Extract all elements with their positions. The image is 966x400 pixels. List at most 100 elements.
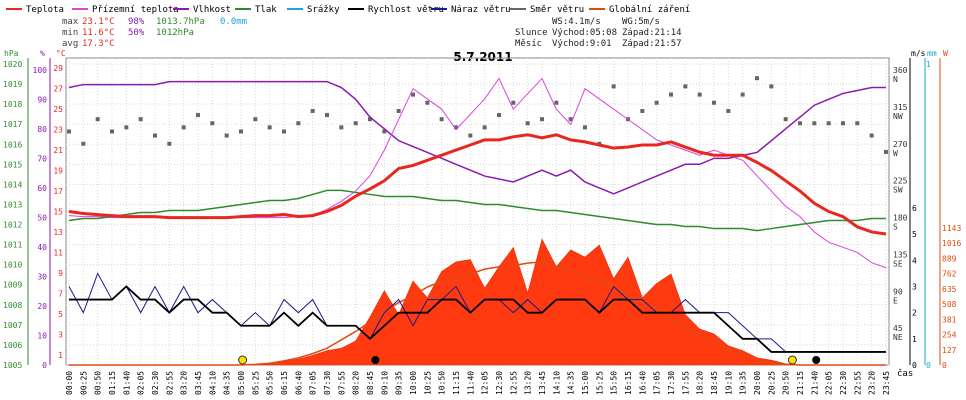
x-tick-label: 22:55 [853, 371, 862, 395]
wind-direction-point [726, 108, 731, 113]
wind-direction-point [396, 108, 401, 113]
x-tick-label: 17:55 [681, 371, 690, 395]
direction-name-label: SE [893, 259, 903, 268]
wind-direction-point [95, 117, 100, 122]
percent-tick-label: 50 [37, 213, 47, 222]
pressure-line [68, 189, 886, 232]
hpa-tick-label: 1014 [3, 180, 22, 189]
wind-direction-point [798, 121, 802, 126]
x-tick-label: 23:45 [882, 371, 891, 395]
watt-tick-label: 381 [942, 315, 957, 324]
axes: 00:00 00:25 00:50 01:15 01:40 02:05 02:30 02:55… [3, 49, 961, 395]
ms-tick-label: 3 [912, 283, 917, 292]
stats-block: max 23.1°C 98% 1013.7hPa 0.0mm min 11.6°… [62, 17, 247, 49]
wind-speed-avg: WS:4.1m/s [552, 17, 601, 27]
wind-direction-point [869, 133, 874, 138]
wind-direction-point [654, 100, 659, 105]
percent-tick-label: 80 [37, 125, 47, 134]
direction-name-label: E [893, 296, 898, 305]
moon-marker [812, 356, 821, 364]
wind-direction-point [611, 84, 616, 89]
hpa-tick-label: 1007 [3, 321, 22, 330]
humidity-line [68, 80, 886, 195]
watt-tick-label: 1143 [942, 224, 961, 233]
stats-max-press: 1013.7hPa [156, 17, 205, 27]
x-tick-label: 12:05 [481, 371, 490, 395]
stats-min-press: 1012hPa [156, 28, 194, 38]
x-tick-label: 08:20 [352, 371, 361, 395]
x-tick-label: 21:40 [810, 371, 819, 395]
direction-name-label: S [893, 223, 898, 232]
x-tick-label: 03:45 [194, 371, 203, 395]
moon-set: Západ:21:57 [622, 39, 682, 49]
x-tick-label: 12:55 [509, 371, 518, 395]
x-tick-label: 14:10 [552, 371, 561, 395]
wind-direction-point [325, 113, 329, 118]
legend-label: Globální záření [609, 5, 690, 15]
hpa-tick-label: 1015 [3, 160, 22, 169]
moon-rise: Východ:9:01 [552, 39, 612, 49]
wind-direction-point [181, 125, 186, 130]
ms-axis-label: m/s [911, 49, 926, 58]
x-tick-label: 17:30 [667, 371, 676, 395]
x-tick-label: 22:05 [825, 371, 834, 395]
hpa-tick-label: 1018 [3, 100, 22, 109]
hpa-tick-label: 1008 [3, 301, 22, 310]
legend-label: Teplota [26, 5, 64, 15]
x-tick-label: 04:35 [223, 371, 232, 395]
x-tick-label: 01:15 [108, 371, 117, 395]
wind-direction-point [196, 113, 200, 118]
legend-label: Přízemní teplota [92, 5, 179, 15]
x-tick-label: 06:15 [280, 371, 289, 395]
celsius-axis-label: °C [56, 49, 66, 58]
x-tick-label: 11:40 [466, 371, 475, 395]
hpa-tick-label: 1016 [3, 140, 22, 149]
ms-tick-label: 1 [912, 335, 917, 344]
percent-tick-label: 40 [37, 243, 47, 252]
celsius-tick-label: 7 [58, 289, 63, 298]
percent-tick-label: 100 [33, 66, 48, 75]
moon-label: Měsíc [515, 39, 542, 49]
wind-direction-point [81, 141, 86, 146]
wind-direction-point [583, 125, 587, 130]
celsius-tick-label: 3 [58, 330, 63, 339]
celsius-tick-label: 9 [58, 269, 63, 278]
celsius-tick-label: 29 [53, 64, 63, 73]
wind-direction-point [425, 100, 430, 105]
sun-set: Západ:21:14 [622, 28, 682, 38]
ms-tick-label: 0 [912, 361, 917, 370]
celsius-tick-label: 27 [53, 85, 63, 94]
watt-tick-label: 127 [942, 346, 957, 355]
x-tick-label: 04:10 [208, 371, 217, 395]
watt-tick-label: 762 [942, 270, 957, 279]
celsius-tick-label: 25 [53, 105, 63, 114]
ms-tick-label: 2 [912, 309, 917, 318]
stats-min-hum: 50% [128, 28, 145, 38]
sun-marker [787, 355, 797, 365]
x-tick-label: 06:40 [294, 371, 303, 395]
stats-avg-label: avg [62, 39, 78, 49]
x-tick-label: 15:50 [610, 371, 619, 395]
x-tick-label: 19:10 [724, 371, 733, 395]
celsius-tick-label: 23 [53, 126, 63, 135]
percent-tick-label: 90 [37, 95, 47, 104]
plot-area [65, 57, 890, 366]
wind-direction-point [110, 129, 114, 134]
wind-direction-point [411, 92, 415, 97]
wind-direction-point [755, 76, 759, 81]
x-tick-label: 11:15 [452, 371, 461, 395]
percent-tick-label: 60 [37, 184, 47, 193]
wind-direction-point [382, 129, 387, 134]
hpa-tick-label: 1017 [3, 120, 22, 129]
direction-tick-label: 315 [893, 103, 908, 112]
x-tick-label: 01:40 [122, 371, 131, 395]
legend-label: Náraz větru [451, 5, 511, 15]
x-tick-label: 02:55 [165, 371, 174, 395]
wind-direction-point [554, 100, 559, 105]
wind-direction-point [224, 133, 229, 138]
x-tick-label: 14:35 [567, 371, 576, 395]
wind-direction-point [568, 117, 573, 122]
legend-label: Směr větru [530, 5, 584, 15]
direction-tick-label: 180 [893, 214, 908, 223]
